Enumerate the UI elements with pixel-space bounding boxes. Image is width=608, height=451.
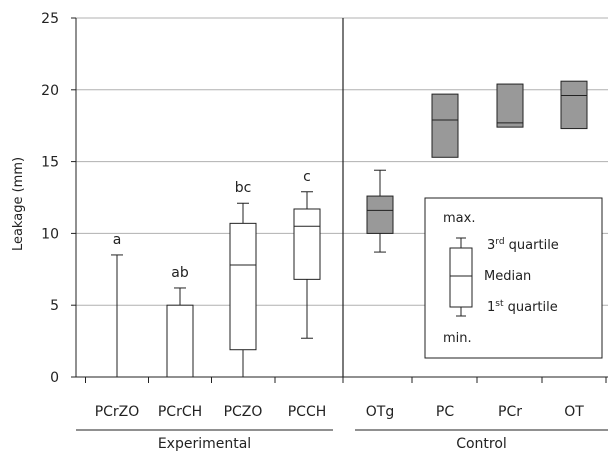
y-tick-label-0: 0 [50,370,59,386]
legend-median-label: Median [484,269,531,284]
box-PCZO: bc [229,180,257,378]
legend-q1-label: 1st quartile [487,299,558,315]
legend-min-label: min. [443,331,472,346]
iqr-box-PCrCH [166,304,194,378]
iqr-box-OTg [366,195,394,234]
x-category-label-OT: OT [564,404,584,420]
y-tick-label-3: 15 [41,155,59,171]
x-category-label-PCCH: PCCH [288,404,327,420]
x-axis-categories: PCrZO PCrCH PCZO PCCH OTg PC PCr OT [95,404,585,420]
iqr-box-PCCH [293,208,321,280]
box-OT [560,80,588,130]
legend-box [449,247,473,308]
x-category-label-PCr: PCr [498,404,522,420]
iqr-box-OT [560,80,588,130]
iqr-box-PC [431,93,459,158]
y-tick-label-4: 20 [41,83,59,99]
box-PCr [496,83,524,128]
box-PCrZO: a [111,232,123,378]
legend-q3-label: 3rd quartile [487,237,559,253]
legend-max-label: max. [443,211,475,226]
x-category-label-PCrCH: PCrCH [158,404,202,420]
box-OTg [366,169,394,253]
significance-letter-PCCH: c [303,169,311,185]
x-category-label-OTg: OTg [366,404,394,420]
legend: max. 3rd quartile Median 1st quartile mi… [424,197,603,359]
box-PCCH: c [293,169,321,339]
box-PC [431,93,459,158]
group-label-1: Control [456,436,507,451]
group-label-0: Experimental [158,436,251,451]
y-tick-label-5: 25 [41,11,59,27]
iqr-box-PCZO [229,222,257,351]
significance-letter-PCrZO: a [113,232,122,248]
x-category-label-PC: PC [436,404,454,420]
y-axis-label: Leakage (mm) [11,157,26,251]
box-PCrCH: ab [166,265,194,378]
significance-letter-PCrCH: ab [171,265,189,281]
x-category-label-PCZO: PCZO [224,404,263,420]
category-groups: Experimental Control [76,429,608,451]
box-series: a ab bc c [111,80,588,378]
y-axis-ticks: 0 5 10 15 20 25 [41,11,608,386]
y-tick-label-1: 5 [50,298,59,314]
significance-letter-PCZO: bc [235,180,252,196]
y-tick-label-2: 10 [41,226,59,242]
x-category-label-PCrZO: PCrZO [95,404,140,420]
iqr-box-PCr [496,83,524,128]
